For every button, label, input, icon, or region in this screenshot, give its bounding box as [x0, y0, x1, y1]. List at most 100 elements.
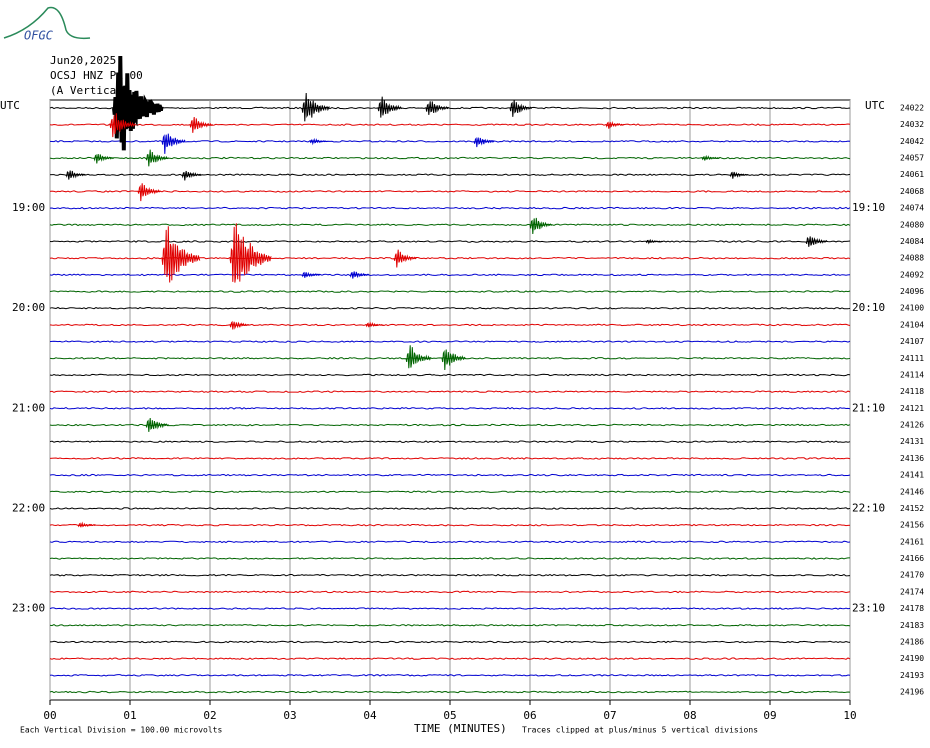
trace [49, 440, 851, 443]
footer-left: Each Vertical Division = 100.00 microvol… [20, 726, 222, 735]
trace [49, 624, 851, 627]
right-time-label: 21:10 [852, 401, 885, 414]
x-tick-label: 08 [683, 709, 696, 722]
count-label: 24178 [900, 604, 924, 613]
count-label: 24032 [900, 120, 924, 129]
trace [49, 573, 851, 577]
left-time-label: 20:00 [12, 301, 45, 314]
event [365, 321, 384, 328]
left-time-label: 23:00 [12, 602, 45, 615]
left-time-label: 21:00 [12, 401, 45, 414]
trace [49, 457, 851, 460]
x-tick-label: 07 [603, 709, 616, 722]
x-tick-label: 01 [123, 709, 136, 722]
count-label: 24042 [900, 137, 924, 146]
event [509, 99, 532, 117]
left-unit: UTC [0, 99, 20, 112]
count-label: 24022 [900, 104, 924, 113]
count-label: 24107 [900, 337, 924, 346]
x-tick-label: 09 [763, 709, 776, 722]
count-label: 24092 [900, 270, 924, 279]
trace [49, 306, 851, 310]
count-label: 24100 [900, 304, 924, 313]
count-label: 24174 [900, 587, 924, 596]
trace [49, 690, 851, 694]
event [77, 521, 96, 528]
trace [49, 490, 851, 494]
count-label: 24080 [900, 220, 924, 229]
x-tick-label: 05 [443, 709, 456, 722]
left-time-label: 22:00 [12, 501, 45, 514]
right-time-label: 20:10 [852, 301, 885, 314]
count-label: 24068 [900, 187, 924, 196]
event [425, 101, 449, 115]
logo-shape [3, 6, 91, 40]
count-label: 24114 [900, 370, 924, 379]
date: Jun20,2025 [50, 54, 116, 67]
count-label: 24183 [900, 621, 924, 630]
logo: OFGC [24, 29, 54, 43]
trace [49, 223, 851, 227]
count-label: 24141 [900, 471, 924, 480]
event [145, 149, 169, 167]
event [377, 96, 403, 118]
event [441, 349, 467, 371]
trace [49, 256, 851, 260]
trace [49, 106, 851, 110]
count-label: 24126 [900, 421, 924, 430]
trace [49, 423, 851, 427]
event [301, 92, 330, 122]
event [405, 345, 432, 369]
event [93, 154, 114, 164]
event [161, 133, 186, 154]
trace [49, 557, 850, 560]
event [393, 249, 417, 268]
trace [49, 540, 851, 544]
count-label: 24161 [900, 537, 924, 546]
trace [49, 206, 851, 210]
count-label: 24131 [900, 437, 924, 446]
count-label: 24152 [900, 504, 924, 513]
x-tick-label: 03 [283, 709, 296, 722]
trace [49, 523, 851, 527]
count-label: 24136 [900, 454, 924, 463]
count-label: 24170 [900, 571, 924, 580]
count-label: 24146 [900, 487, 924, 496]
footer-right: Traces clipped at plus/minus 5 vertical … [522, 726, 758, 735]
event [605, 120, 625, 129]
count-label: 24156 [900, 521, 924, 530]
trace [49, 507, 851, 510]
x-tick-label: 10 [843, 709, 856, 722]
trace [49, 123, 851, 126]
x-label: TIME (MINUTES) [414, 722, 507, 735]
trace [49, 473, 851, 477]
component: (A Vertical) [50, 84, 129, 97]
left-time-label: 19:00 [12, 201, 45, 214]
right-time-label: 23:10 [852, 602, 885, 615]
right-time-label: 19:10 [852, 201, 885, 214]
event [109, 113, 136, 138]
event [229, 320, 250, 330]
count-label: 24057 [900, 154, 924, 163]
count-label: 24074 [900, 204, 924, 213]
trace [49, 323, 851, 327]
event [137, 183, 161, 202]
right-time-label: 22:10 [852, 501, 885, 514]
event [181, 170, 202, 181]
count-label: 24118 [900, 387, 924, 396]
count-label: 24193 [900, 671, 924, 680]
event [309, 137, 328, 146]
trace [49, 273, 851, 277]
trace [49, 373, 851, 377]
event [473, 137, 495, 148]
trace [49, 390, 851, 393]
count-label: 24088 [900, 254, 924, 263]
count-label: 24096 [900, 287, 924, 296]
trace [49, 640, 851, 644]
event [701, 154, 720, 161]
trace [49, 607, 851, 610]
event [529, 217, 552, 235]
x-tick-label: 00 [43, 709, 56, 722]
count-label: 24084 [900, 237, 924, 246]
